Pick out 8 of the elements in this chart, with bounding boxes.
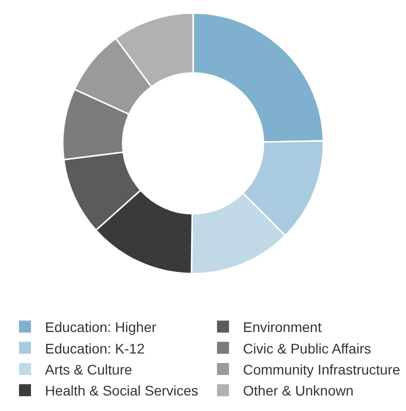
legend-label: Education: Higher xyxy=(45,319,157,336)
legend-label: Community Infrastructure xyxy=(243,361,400,378)
legend-label: Education: K-12 xyxy=(45,340,145,356)
legend-label: Other & Unknown xyxy=(243,382,354,399)
legend-label: Civic & Public Affairs xyxy=(243,340,372,356)
legend-label: Health & Social Services xyxy=(45,382,198,399)
legend-label: Environment xyxy=(243,319,322,336)
legend-label: Arts & Culture xyxy=(45,361,132,378)
